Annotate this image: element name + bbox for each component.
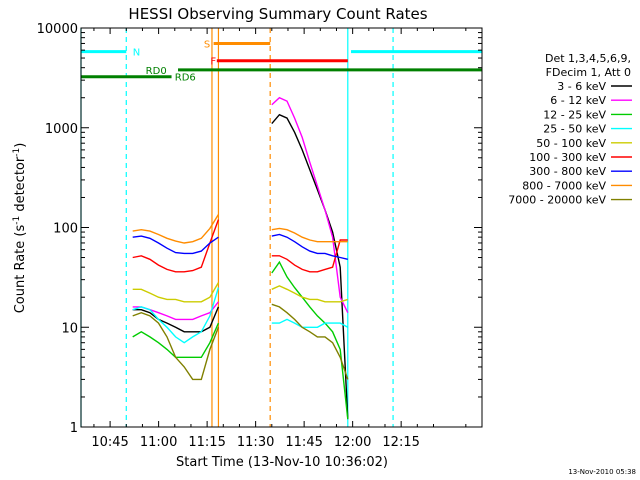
series-12-25-kev-segment-2 (271, 260, 349, 420)
series-100-300-kev-segment-2 (271, 239, 348, 273)
x-tick-label: 11:30 (237, 435, 274, 450)
y-tick-label: 1 (70, 421, 78, 436)
legend-header-1: Det 1,3,4,5,6,9, (545, 52, 631, 65)
legend-label-25-50-kev: 25 - 50 keV (543, 123, 606, 136)
legend: Det 1,3,4,5,6,9, FDecim 1, Att 0 3 - 6 k… (508, 52, 632, 207)
legend-label-300-800-kev: 300 - 800 keV (529, 165, 606, 178)
y-tick-label: 100 (53, 222, 78, 237)
flag-label-s: S (204, 39, 210, 50)
legend-label-12-25-kev: 12 - 25 keV (543, 108, 606, 121)
y-axis-label: Count Rate (s-1 detector-1) (12, 143, 28, 314)
x-tick-label: 11:45 (285, 435, 322, 450)
flag-label-rd0: RD0 (146, 66, 167, 77)
series-3-6-kev-segment-2 (271, 113, 349, 420)
y-tick-label: 10 (61, 321, 78, 336)
legend-label-6-12-kev: 6 - 12 keV (550, 94, 606, 107)
x-tick-label: 12:00 (334, 435, 371, 450)
legend-label-100-300-kev: 100 - 300 keV (529, 151, 606, 164)
chart-title: HESSI Observing Summary Count Rates (128, 5, 427, 23)
y-tick-label: 1000 (45, 122, 78, 137)
y-tick-label: 10000 (37, 22, 78, 37)
series-800-7000-kev-segment-2 (271, 227, 348, 243)
series-3-6-kev-segment-1 (132, 306, 220, 333)
x-tick-label: 11:00 (140, 435, 177, 450)
legend-label-800-7000-kev: 800 - 7000 keV (522, 179, 606, 192)
axes: 10:45 11:00 11:15 11:30 11:45 12:00 12:15 1 10 10… (37, 22, 482, 450)
generated-timestamp: 13-Nov-2010 05:38 (568, 468, 636, 476)
legend-label-7000-20000-kev: 7000 - 20000 keV (508, 194, 606, 207)
x-tick-label: 11:15 (188, 435, 225, 450)
flag-label-f: F (210, 57, 216, 68)
x-tick-label: 12:15 (382, 435, 419, 450)
series-25-50-kev-segment-2 (271, 318, 349, 328)
series-50-100-kev-segment-1 (132, 282, 220, 303)
legend-label-50-100-kev: 50 - 100 keV (536, 137, 606, 150)
series-800-7000-kev-segment-1 (132, 214, 219, 244)
vertical-markers (80, 28, 394, 427)
series-7000-20000-kev-segment-2 (271, 303, 349, 380)
flag-label-n: N (133, 48, 140, 59)
x-axis-label: Start Time (13-Nov-10 10:36:02) (176, 455, 388, 470)
data-series (132, 96, 349, 420)
series-25-50-kev-segment-1 (132, 287, 220, 344)
series-300-800-kev-segment-2 (271, 233, 348, 260)
flag-bars: N SF RD0 RD6 (81, 39, 482, 84)
series-100-300-kev-segment-1 (132, 219, 220, 273)
series-7000-20000-kev-segment-1 (132, 311, 220, 381)
x-tick-label: 10:45 (91, 435, 128, 450)
series-300-800-kev-segment-1 (132, 235, 219, 255)
flag-label-rd6: RD6 (175, 73, 196, 84)
legend-header-2: FDecim 1, Att 0 (546, 66, 631, 79)
series-50-100-kev-segment-2 (271, 285, 349, 303)
legend-label-3-6-kev: 3 - 6 keV (557, 80, 606, 93)
